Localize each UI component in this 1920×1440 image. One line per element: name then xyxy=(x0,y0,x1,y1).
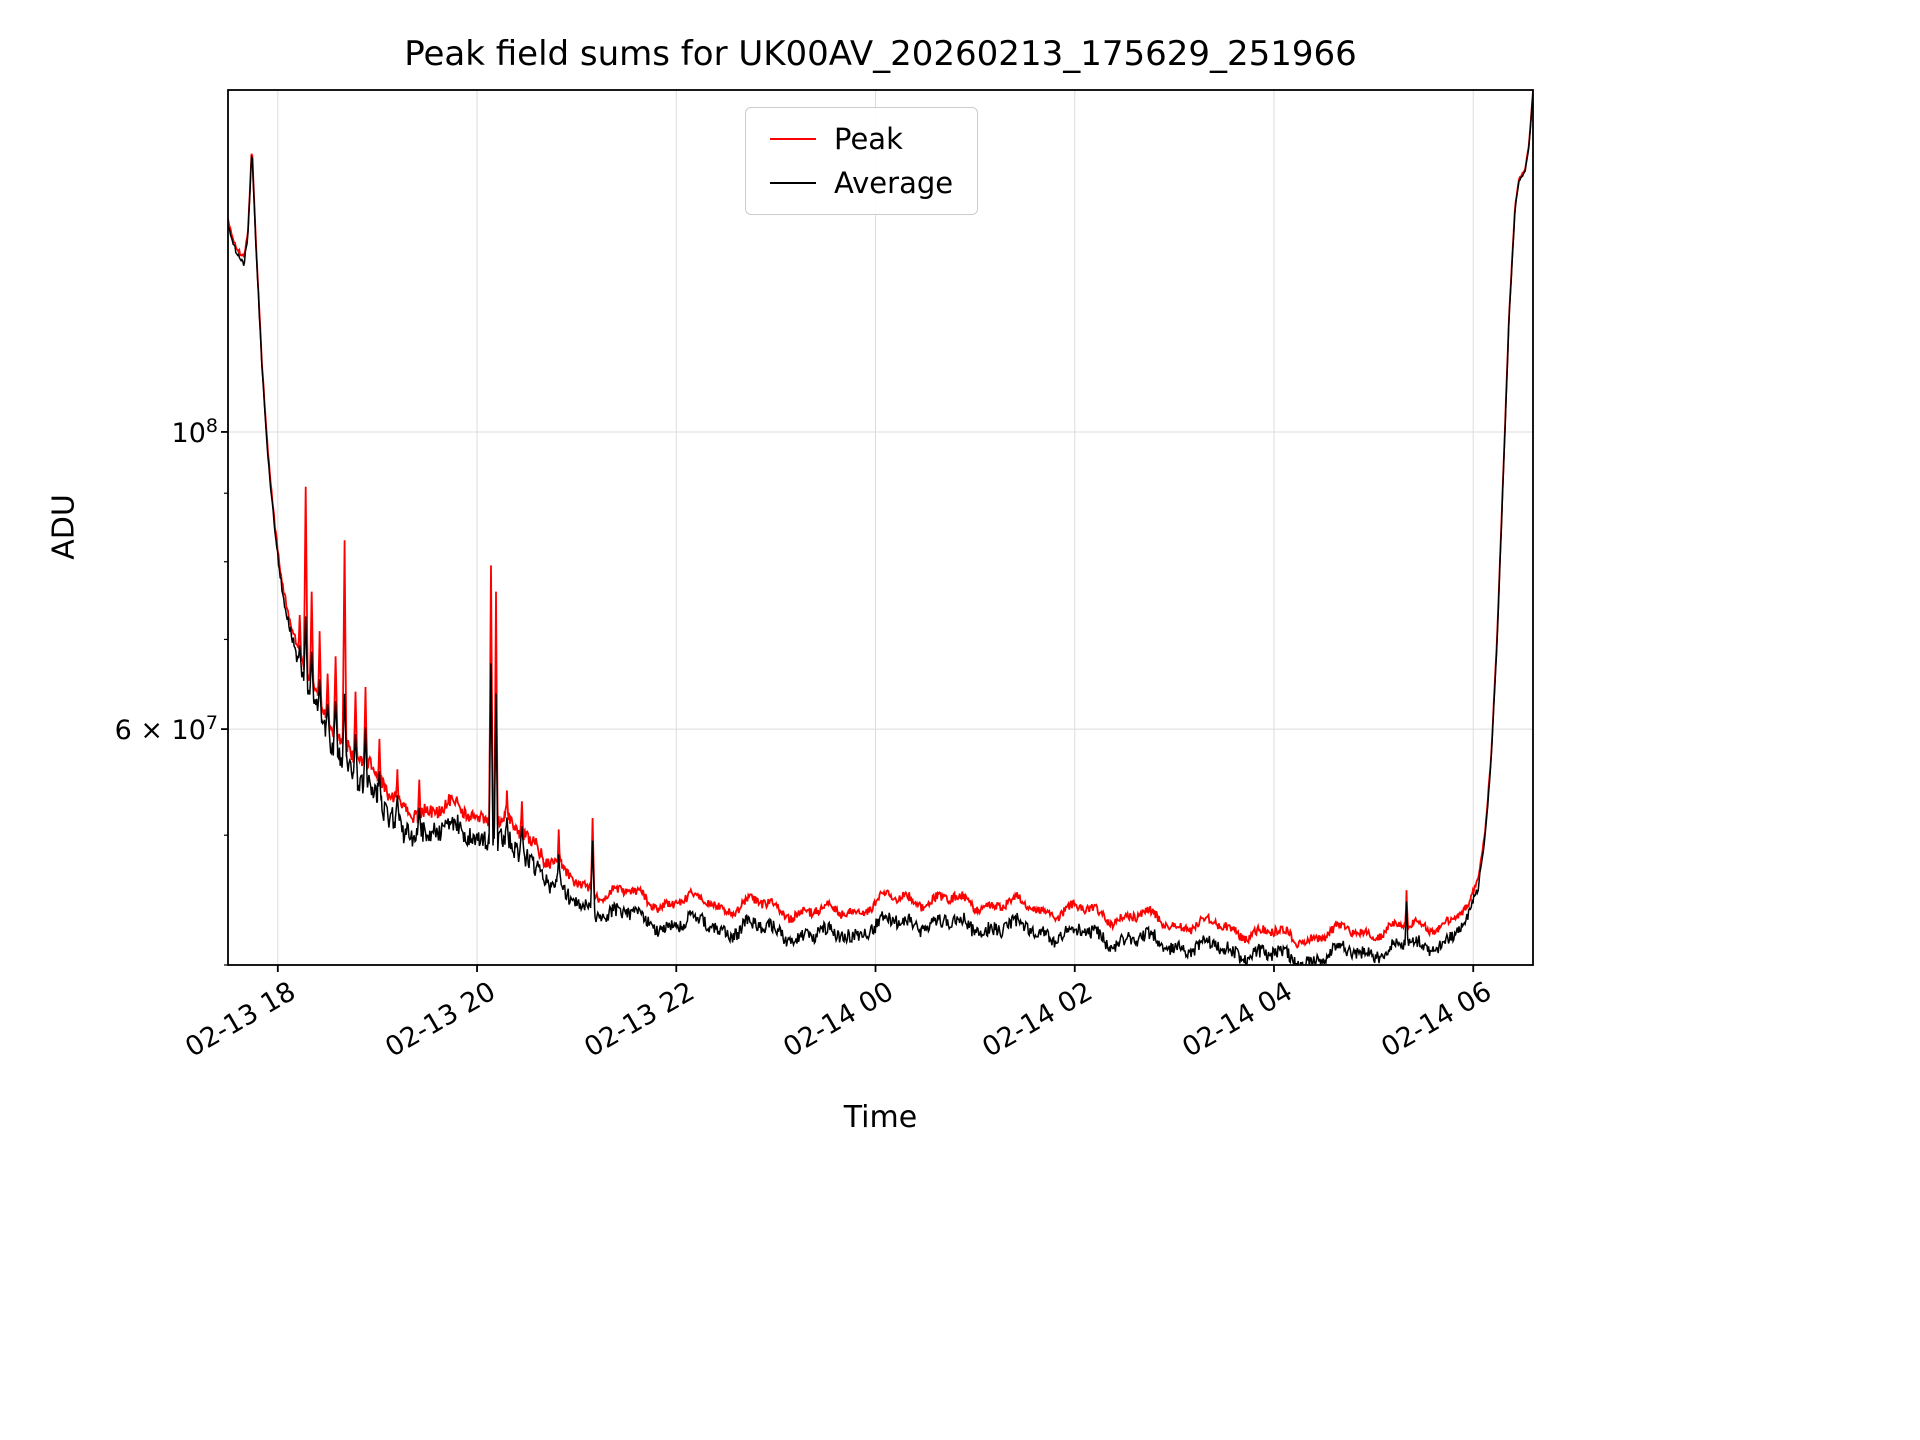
y-tick-exponent: 8 xyxy=(205,414,218,437)
x-axis-label: Time xyxy=(843,1100,918,1135)
average-series-line xyxy=(228,93,1533,965)
y-tick-mantissa: 6 × 10 xyxy=(114,715,206,747)
y-tick-mantissa: 10 xyxy=(171,417,206,449)
y-tick-label: 6 × 107 xyxy=(115,712,218,746)
legend-item-average: Average xyxy=(770,166,953,200)
y-tick-exponent: 7 xyxy=(205,712,218,735)
gridlines xyxy=(228,90,1533,965)
legend-item-peak: Peak xyxy=(770,122,953,156)
y-tick-label: 108 xyxy=(172,415,218,449)
peak-line-swatch xyxy=(770,137,816,141)
legend-label-peak: Peak xyxy=(834,122,903,156)
average-line-swatch xyxy=(770,181,816,185)
legend: Peak Average xyxy=(745,107,979,215)
axis-ticks xyxy=(221,431,1475,972)
series-group xyxy=(228,90,1533,965)
peak-series-line xyxy=(228,90,1533,949)
plot-frame xyxy=(227,89,1534,966)
chart-title: Peak field sums for UK00AV_20260213_1756… xyxy=(404,34,1357,74)
y-axis-label: ADU xyxy=(46,494,82,560)
legend-label-average: Average xyxy=(834,166,954,200)
